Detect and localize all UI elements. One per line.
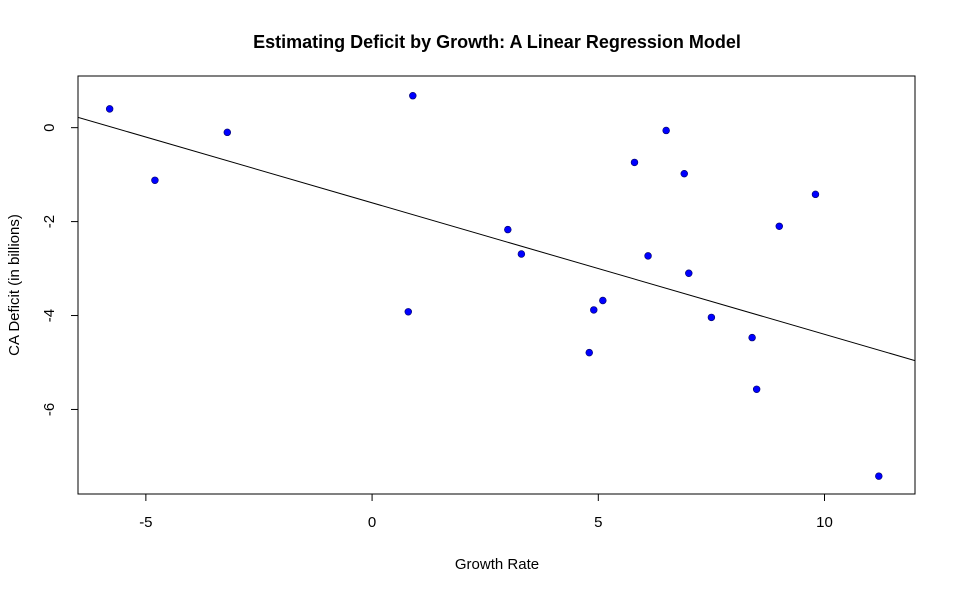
x-tick-label: 5 <box>594 514 602 531</box>
data-point <box>504 225 512 234</box>
data-point <box>680 169 688 178</box>
x-axis-label: Growth Rate <box>455 556 539 573</box>
data-point <box>811 190 820 199</box>
data-point <box>517 250 526 258</box>
chart-title: Estimating Deficit by Growth: A Linear R… <box>253 32 741 52</box>
y-tick-label: 0 <box>41 123 58 131</box>
data-point <box>151 176 159 184</box>
x-tick-label: 0 <box>368 514 376 531</box>
plot-frame <box>77 75 916 495</box>
data-point <box>752 385 761 393</box>
data-point <box>748 333 756 342</box>
data-point <box>599 296 607 305</box>
data-point <box>223 128 232 137</box>
data-point <box>662 126 670 135</box>
data-point <box>707 313 716 322</box>
data-point <box>775 222 783 230</box>
y-tick-label: -4 <box>41 309 58 322</box>
y-axis: 0 -2 -4 -6 <box>41 123 78 416</box>
data-point <box>404 308 412 316</box>
plot-area <box>78 92 915 480</box>
regression-line <box>78 116 915 362</box>
data-point <box>105 105 114 113</box>
y-tick-label: -6 <box>41 403 58 416</box>
data-point <box>585 348 593 357</box>
y-axis-label: CA Deficit (in billions) <box>6 214 23 356</box>
data-point <box>590 306 598 314</box>
x-axis: -5 0 5 10 <box>139 494 833 531</box>
y-tick-label: -2 <box>41 215 58 228</box>
x-tick-label: -5 <box>139 514 152 531</box>
data-point <box>409 92 417 100</box>
data-point <box>875 472 883 480</box>
x-tick-label: 10 <box>816 514 833 531</box>
data-point <box>644 252 652 260</box>
data-point <box>685 269 693 277</box>
data-point <box>630 158 639 167</box>
